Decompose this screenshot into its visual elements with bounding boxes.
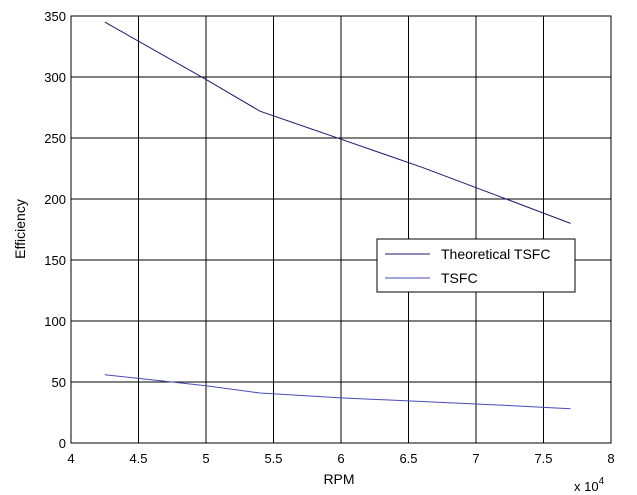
x-tick-label: 6 xyxy=(337,451,344,466)
x-tick-label: 6.5 xyxy=(399,451,417,466)
y-tick-label: 100 xyxy=(44,314,66,329)
y-tick-label: 0 xyxy=(59,436,66,451)
x-tick-label: 7.5 xyxy=(534,451,552,466)
legend-box xyxy=(376,238,576,293)
x-axis-title: RPM xyxy=(323,471,354,487)
x-tick-label: 4.5 xyxy=(129,451,147,466)
legend-label-theoretical-tsfc: Theoretical TSFC xyxy=(441,246,550,262)
x-tick-label: 4 xyxy=(67,451,74,466)
series-line-tsfc xyxy=(104,374,571,410)
legend-label-tsfc: TSFC xyxy=(441,270,478,286)
axis-ticks: 4 4.5 5 5.5 6 6.5 7 7.5 8 0 50 100 150 200 250 300 350 xyxy=(44,9,614,466)
legend: Theoretical TSFC TSFC xyxy=(376,238,576,293)
x-tick-label: 7 xyxy=(472,451,479,466)
y-tick-label: 300 xyxy=(44,70,66,85)
x-tick-label: 5 xyxy=(202,451,209,466)
x-axis-multiplier: x 104 xyxy=(574,476,605,494)
y-tick-label: 150 xyxy=(44,253,66,268)
x-tick-label: 5.5 xyxy=(264,451,282,466)
y-tick-label: 200 xyxy=(44,192,66,207)
y-axis-title: Efficiency xyxy=(12,199,28,259)
y-tick-label: 50 xyxy=(52,375,66,390)
y-tick-label: 250 xyxy=(44,131,66,146)
series-line-theoretical-tsfc xyxy=(104,21,571,224)
x-tick-label: 8 xyxy=(607,451,614,466)
y-tick-label: 350 xyxy=(44,9,66,24)
series-lines xyxy=(104,21,571,410)
